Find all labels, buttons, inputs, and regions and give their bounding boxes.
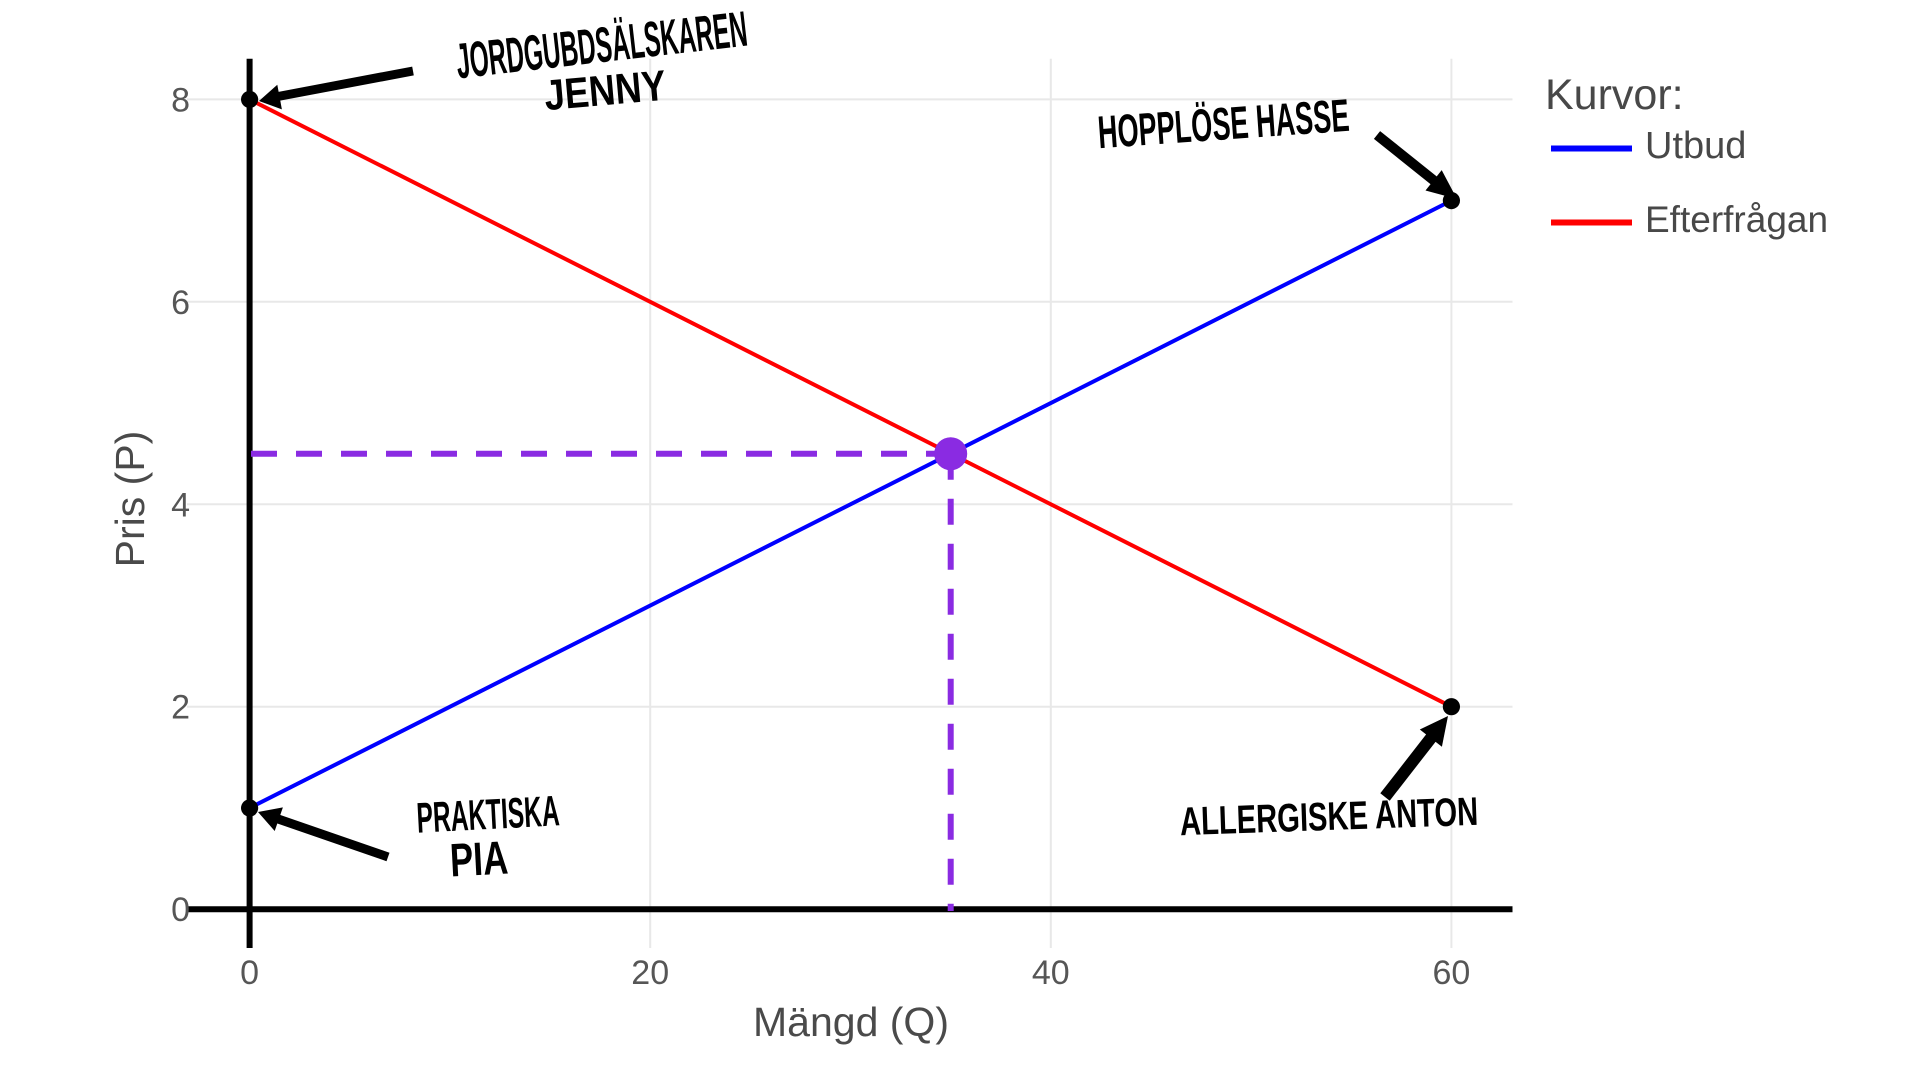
svg-text:20: 20 bbox=[631, 954, 669, 992]
svg-text:2: 2 bbox=[171, 689, 190, 727]
svg-text:JENNY: JENNY bbox=[542, 62, 667, 120]
svg-text:0: 0 bbox=[171, 891, 190, 929]
svg-text:PRAKTISKA: PRAKTISKA bbox=[415, 787, 560, 842]
svg-text:40: 40 bbox=[1032, 954, 1070, 992]
svg-text:8: 8 bbox=[171, 81, 190, 119]
svg-text:PIA: PIA bbox=[449, 831, 510, 886]
svg-text:Pris (P): Pris (P) bbox=[107, 431, 153, 568]
svg-text:0: 0 bbox=[240, 954, 259, 992]
svg-text:6: 6 bbox=[171, 284, 190, 322]
svg-text:Mängd (Q): Mängd (Q) bbox=[753, 999, 949, 1045]
svg-text:Utbud: Utbud bbox=[1645, 125, 1746, 167]
svg-text:ALLERGISKE ANTON: ALLERGISKE ANTON bbox=[1179, 789, 1479, 844]
svg-text:4: 4 bbox=[171, 486, 190, 524]
svg-text:60: 60 bbox=[1432, 954, 1470, 992]
svg-text:Kurvor:: Kurvor: bbox=[1545, 71, 1684, 119]
svg-text:Efterfrågan: Efterfrågan bbox=[1645, 199, 1828, 240]
